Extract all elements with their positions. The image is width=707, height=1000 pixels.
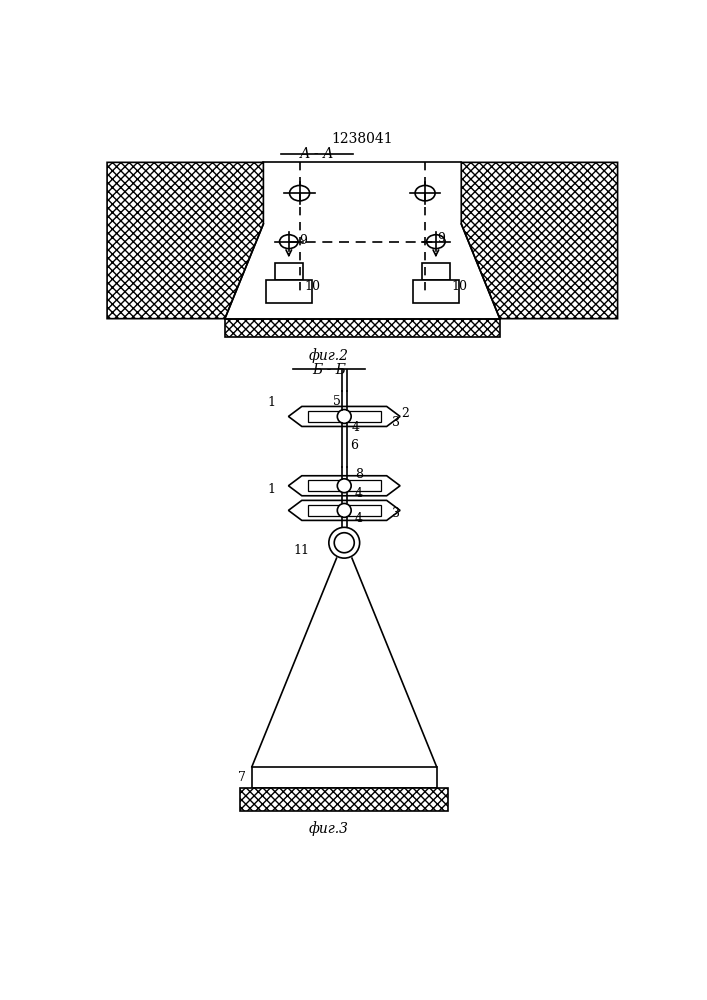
Ellipse shape xyxy=(426,235,445,249)
Polygon shape xyxy=(461,162,618,319)
Bar xyxy=(266,280,312,303)
Text: 1: 1 xyxy=(267,396,275,409)
FancyBboxPatch shape xyxy=(275,263,303,280)
Text: 4: 4 xyxy=(355,487,363,500)
Text: 11: 11 xyxy=(293,544,310,557)
Text: 1: 1 xyxy=(267,483,275,496)
Text: 4: 4 xyxy=(355,512,363,525)
Text: 3: 3 xyxy=(392,416,400,429)
Polygon shape xyxy=(288,500,400,520)
Text: 10: 10 xyxy=(451,280,467,293)
Ellipse shape xyxy=(337,503,351,517)
Text: 7: 7 xyxy=(238,771,246,784)
Polygon shape xyxy=(107,162,264,319)
Text: фиг.3: фиг.3 xyxy=(309,821,349,836)
Ellipse shape xyxy=(415,185,435,201)
Text: 1238041: 1238041 xyxy=(331,132,393,146)
Polygon shape xyxy=(225,319,500,337)
Text: 9: 9 xyxy=(300,234,308,247)
Ellipse shape xyxy=(337,479,351,493)
Text: А - А: А - А xyxy=(300,147,334,161)
Text: 5: 5 xyxy=(332,395,341,408)
Ellipse shape xyxy=(334,533,354,553)
Polygon shape xyxy=(288,476,400,496)
Polygon shape xyxy=(288,406,400,426)
Text: 6: 6 xyxy=(351,439,358,452)
Ellipse shape xyxy=(337,410,351,423)
Bar xyxy=(308,480,380,491)
Text: 2: 2 xyxy=(402,407,409,420)
Ellipse shape xyxy=(329,527,360,558)
Text: 4: 4 xyxy=(352,421,360,434)
Text: 3: 3 xyxy=(392,507,400,520)
Bar xyxy=(240,788,448,811)
FancyBboxPatch shape xyxy=(422,263,450,280)
Ellipse shape xyxy=(279,235,298,249)
Text: 9: 9 xyxy=(438,232,445,245)
Bar xyxy=(308,411,380,422)
Bar xyxy=(308,505,380,516)
Text: Б - Б: Б - Б xyxy=(312,363,346,377)
Bar xyxy=(413,280,459,303)
Text: фиг.2: фиг.2 xyxy=(309,348,349,363)
Text: 8: 8 xyxy=(355,468,363,481)
Text: 10: 10 xyxy=(304,280,320,293)
Ellipse shape xyxy=(290,185,310,201)
Bar xyxy=(252,767,437,788)
